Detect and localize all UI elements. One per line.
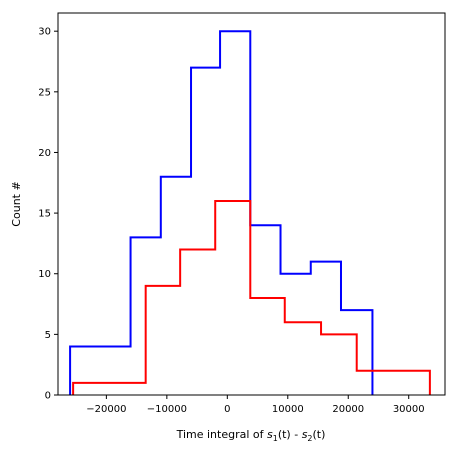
y-tick-label: 15	[38, 209, 51, 220]
x-axis-ticks: −20000 −10000 0 10000 20000 30000	[86, 395, 425, 415]
y-tick-label: 20	[38, 148, 51, 159]
y-tick-label: 30	[38, 27, 51, 38]
x-tick-label: 10000	[272, 404, 304, 415]
x-tick-label: 20000	[332, 404, 364, 415]
series-layer	[69, 30, 431, 395]
y-axis-label: Count #	[10, 181, 23, 226]
plot-frame	[57, 12, 446, 396]
histogram-series-1	[69, 30, 374, 395]
x-axis-label: Time integral of s1(t) - s2(t)	[176, 428, 326, 443]
x-tick-label: −20000	[86, 404, 126, 415]
x-tick-label: −10000	[147, 404, 187, 415]
y-tick-label: 10	[38, 269, 51, 280]
x-tick-label: 30000	[393, 404, 425, 415]
y-axis-ticks: 0 5 10 15 20 25 30	[38, 27, 58, 402]
y-tick-label: 5	[45, 330, 51, 341]
y-tick-label: 25	[38, 87, 51, 98]
histogram-series-2	[72, 199, 431, 395]
y-tick-label: 0	[45, 391, 51, 402]
x-tick-label: 0	[224, 404, 230, 415]
